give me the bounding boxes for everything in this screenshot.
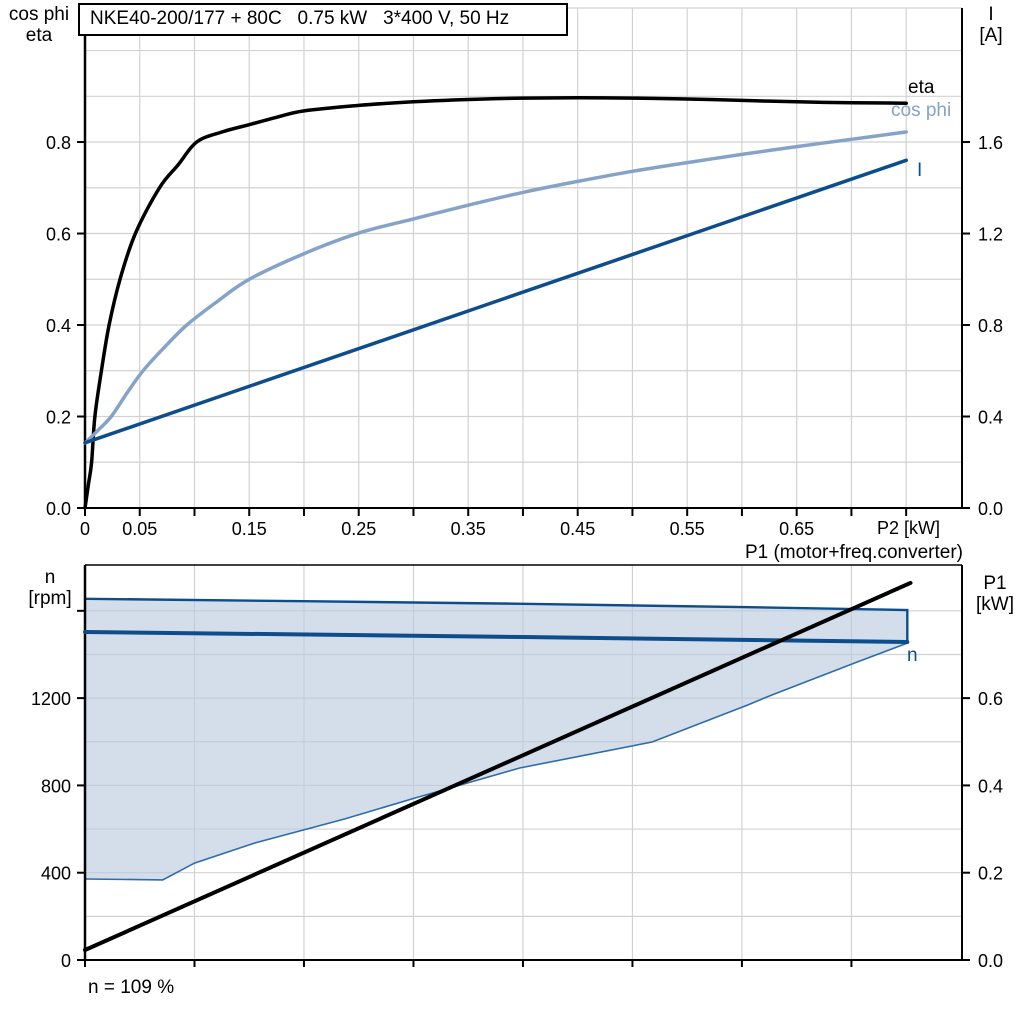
right-tick-label: 0.8 — [978, 316, 1003, 336]
x-tick-label: 0.15 — [232, 519, 267, 539]
left-tick-label: 0.6 — [46, 225, 71, 245]
chart2-right-axis-title: P1 [kW] — [968, 573, 1022, 615]
x-axis-unit-label: P2 [kW] — [876, 518, 940, 538]
x-tick-label: 0 — [80, 519, 90, 539]
series-eta — [83, 95, 908, 510]
n-axis-title-line1: n — [44, 567, 56, 588]
x-tick-label: 0.65 — [779, 519, 814, 539]
curve-label-i: I — [917, 160, 923, 181]
curve-label-cos-phi: cos phi — [891, 100, 952, 121]
right-tick-label: 0.0 — [978, 951, 1003, 971]
left-tick-label: 0.8 — [46, 133, 71, 153]
p1-axis-title-line1: P1 — [983, 573, 1007, 594]
right-tick-label: 0.2 — [978, 864, 1003, 884]
right-tick-label: 0.0 — [978, 499, 1003, 519]
series-p1 — [83, 580, 913, 952]
chart1-left-axis-title: cos phi eta — [6, 4, 72, 46]
speed-annotation: n = 109 % — [88, 977, 175, 998]
n-axis-title-line2: [rpm] — [28, 588, 72, 609]
speed-envelope-lower-edge — [84, 642, 908, 881]
right-axis-title-line2: [A] — [979, 25, 1003, 46]
curve-label-eta: eta — [908, 77, 935, 98]
series-cos-phi — [83, 130, 908, 445]
p1-axis-title-line2: [kW] — [976, 594, 1014, 615]
curve-label-n: n — [907, 645, 918, 666]
chart-title-box: NKE40-200/177 + 80C 0.75 kW 3*400 V, 50 … — [78, 3, 568, 36]
x-tick-label: 0.05 — [122, 519, 157, 539]
right-tick-label: 1.6 — [978, 133, 1003, 153]
right-tick-label: 0.4 — [978, 408, 1003, 428]
left-tick-label: 0 — [61, 951, 71, 971]
p1-series-caption: P1 (motor+freq.converter) — [744, 542, 963, 563]
series-current — [83, 158, 908, 445]
left-tick-label: 400 — [41, 864, 71, 884]
right-axis-title-line1: I — [988, 4, 994, 25]
left-tick-label: 800 — [41, 776, 71, 796]
left-tick-label: 0.2 — [46, 408, 71, 428]
left-tick-label: 0.0 — [46, 499, 71, 519]
chart2-left-axis-title: n [rpm] — [16, 567, 84, 609]
chart1-right-axis-title: I [A] — [966, 4, 1016, 46]
x-tick-label: 0.35 — [451, 519, 486, 539]
x-tick-label: 0.55 — [670, 519, 705, 539]
x-tick-label: 0.45 — [560, 519, 595, 539]
right-tick-label: 0.4 — [978, 776, 1003, 796]
speed-envelope-fill — [85, 598, 908, 880]
left-axis-title-line2: eta — [25, 25, 53, 46]
left-axis-title-line1: cos phi — [8, 4, 70, 25]
x-tick-label: 0.25 — [341, 519, 376, 539]
right-tick-label: 0.6 — [978, 689, 1003, 709]
left-tick-label: 0.4 — [46, 316, 71, 336]
right-tick-label: 1.2 — [978, 225, 1003, 245]
speed-envelope-upper-edge — [84, 597, 909, 644]
left-tick-label: 1200 — [31, 689, 71, 709]
